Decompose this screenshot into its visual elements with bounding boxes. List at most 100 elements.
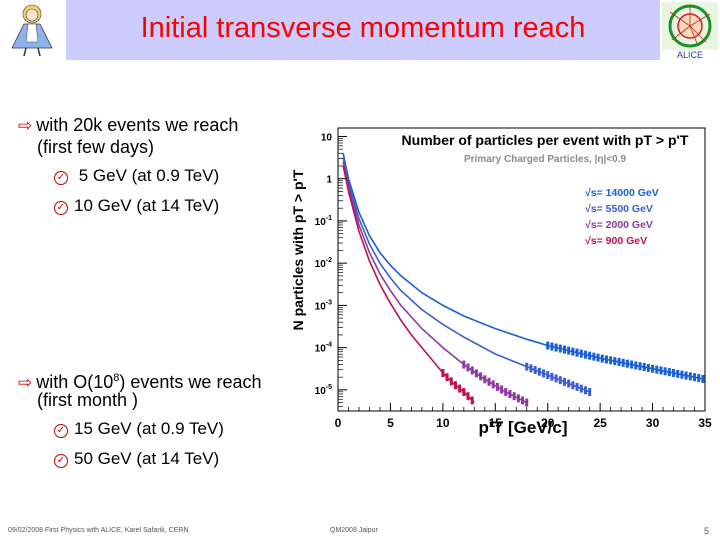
series-marker-1 bbox=[546, 371, 550, 380]
series-marker-0 bbox=[571, 347, 575, 356]
alice-experiment-logo: ALICE bbox=[662, 2, 718, 60]
series-marker-2 bbox=[487, 377, 491, 386]
y-tick-label: 10-3 bbox=[315, 299, 332, 312]
series-marker-2 bbox=[516, 394, 520, 403]
y-tick-label: 10-5 bbox=[315, 384, 332, 397]
series-marker-0 bbox=[558, 344, 562, 353]
bullet-1: ⇨ with 20k events we reach bbox=[18, 114, 238, 137]
y-tick-label: 1 bbox=[326, 175, 332, 186]
series-marker-2 bbox=[504, 387, 508, 396]
footer-left: 09/02/2008 First Physics with ALICE, Kar… bbox=[8, 527, 189, 534]
series-marker-0 bbox=[680, 370, 684, 379]
series-marker-0 bbox=[592, 352, 596, 361]
pt-reach-chart: 0 5 10 15 20 25 30 35 10 1 10-1 10-2 10-3 10-4 10-5 Nu… bbox=[290, 127, 712, 437]
series-marker-0 bbox=[617, 358, 621, 367]
series-marker-1 bbox=[558, 376, 562, 385]
series-marker-0 bbox=[684, 371, 688, 380]
series-marker-0 bbox=[575, 348, 579, 357]
bullet-1-sub-2-text: 10 GeV (at 14 TeV) bbox=[74, 196, 220, 215]
series-marker-0 bbox=[583, 350, 587, 359]
x-tick-label: 10 bbox=[436, 416, 450, 430]
y-tick-exponent: -4 bbox=[326, 342, 332, 349]
x-tick-label: 0 bbox=[335, 416, 342, 430]
series-marker-0 bbox=[642, 363, 646, 372]
series-marker-1 bbox=[525, 362, 529, 371]
bullet-2-superscript: 8 bbox=[113, 372, 120, 384]
series-marker-2 bbox=[470, 366, 474, 375]
x-tick-label: 30 bbox=[646, 416, 660, 430]
y-tick-exponent: -2 bbox=[326, 257, 332, 264]
series-marker-3 bbox=[441, 368, 445, 377]
series-marker-0 bbox=[567, 346, 571, 355]
x-tick-label: 15 bbox=[489, 416, 503, 430]
title-bar bbox=[66, 0, 660, 60]
y-tick-label: 10-4 bbox=[315, 342, 332, 355]
series-marker-0 bbox=[621, 358, 625, 367]
series-marker-1 bbox=[583, 386, 587, 395]
series-marker-2 bbox=[512, 392, 516, 401]
series-marker-1 bbox=[554, 374, 558, 383]
bullet-2-sub-2-text: 50 GeV (at 14 TeV) bbox=[74, 449, 220, 468]
y-axis-label: N particles with pT > p'T bbox=[290, 169, 306, 330]
chart-subtitle: Primary Charged Particles, |η|<0.9 bbox=[464, 154, 626, 165]
series-marker-0 bbox=[600, 354, 604, 363]
series-marker-0 bbox=[667, 368, 671, 377]
series-marker-2 bbox=[500, 385, 504, 394]
y-tick-exponent: -1 bbox=[326, 215, 332, 222]
series-marker-0 bbox=[550, 342, 554, 351]
series-marker-0 bbox=[638, 362, 642, 371]
series-marker-3 bbox=[470, 396, 474, 405]
series-marker-0 bbox=[604, 355, 608, 364]
series-marker-3 bbox=[466, 392, 470, 401]
bullet-1-line-2: (first few days) bbox=[37, 137, 155, 157]
series-marker-2 bbox=[474, 369, 478, 378]
legend-entry-3: √s= 900 GeV bbox=[585, 235, 647, 247]
series-marker-2 bbox=[508, 390, 512, 399]
slide-title: Initial transverse momentum reach bbox=[140, 12, 586, 44]
series-marker-1 bbox=[567, 379, 571, 388]
series-marker-0 bbox=[672, 368, 676, 377]
series-marker-1 bbox=[537, 367, 541, 376]
y-tick-label: 10-1 bbox=[315, 215, 332, 228]
series-marker-0 bbox=[659, 366, 663, 375]
y-tick-label: 10 bbox=[321, 132, 333, 143]
series-marker-0 bbox=[651, 364, 655, 373]
chart-title: Number of particles per event with pT > … bbox=[402, 132, 689, 148]
arrow-icon: ⇨ bbox=[18, 373, 33, 392]
series-marker-0 bbox=[596, 353, 600, 362]
y-tick-exponent: -5 bbox=[326, 384, 332, 391]
series-marker-0 bbox=[676, 369, 680, 378]
y-tick-label: 10-2 bbox=[315, 257, 332, 270]
bullet-1-line-1: with 20k events we reach bbox=[36, 115, 239, 135]
legend-entry-0: √s= 14000 GeV bbox=[585, 187, 659, 199]
bullet-1-sub-2: ✓ 10 GeV (at 14 TeV) bbox=[54, 195, 219, 217]
series-marker-0 bbox=[554, 343, 558, 352]
series-marker-1 bbox=[542, 369, 546, 378]
series-marker-1 bbox=[533, 366, 537, 375]
series-marker-3 bbox=[462, 387, 466, 396]
bullet-2-line-2: (first month ) bbox=[37, 390, 139, 410]
x-tick-label: 5 bbox=[387, 416, 394, 430]
bullet-2: ⇨ with O(108) events we reach bbox=[18, 367, 261, 394]
series-marker-1 bbox=[550, 372, 554, 381]
bullet-2-line-1-pre: with O(10 bbox=[36, 372, 114, 392]
series-marker-1 bbox=[588, 387, 592, 396]
legend-entry-1: √s= 5500 GeV bbox=[585, 203, 653, 215]
series-marker-0 bbox=[688, 372, 692, 381]
series-marker-2 bbox=[521, 396, 525, 405]
series-marker-0 bbox=[701, 374, 705, 383]
bullet-2-sub-1: ✓ 15 GeV (at 0.9 TeV) bbox=[54, 418, 224, 440]
series-marker-0 bbox=[579, 349, 583, 358]
series-marker-3 bbox=[458, 384, 462, 393]
bullet-2-sub-2: ✓ 50 GeV (at 14 TeV) bbox=[54, 448, 219, 470]
series-marker-0 bbox=[625, 359, 629, 368]
series-marker-0 bbox=[634, 361, 638, 370]
series-marker-0 bbox=[613, 357, 617, 366]
series-marker-1 bbox=[562, 377, 566, 386]
bullet-2-line-1-post: ) events we reach bbox=[119, 372, 262, 392]
legend-entry-2: √s= 2000 GeV bbox=[585, 219, 653, 231]
series-marker-3 bbox=[445, 373, 449, 382]
series-marker-2 bbox=[479, 372, 483, 381]
bullet-1-sub-1-text: 5 GeV (at 0.9 TeV) bbox=[74, 166, 220, 185]
series-marker-2 bbox=[491, 380, 495, 389]
